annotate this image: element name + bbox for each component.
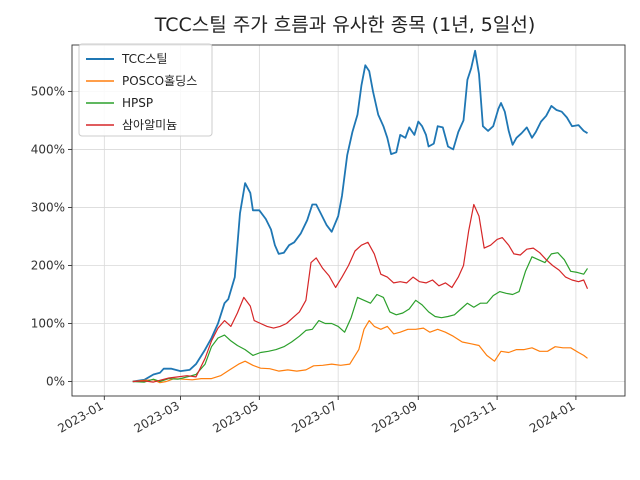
- x-tick-label: 2023-05: [210, 398, 260, 435]
- series-line-4: [132, 203, 589, 383]
- x-tick-label: 2023-03: [132, 398, 182, 435]
- series-line-3: [132, 252, 589, 383]
- y-tick-label: 300%: [31, 200, 65, 214]
- legend-label: TCC스틸: [121, 52, 167, 66]
- plot-area-frame: [71, 44, 626, 397]
- chart-title: TCC스틸 주가 흐름과 유사한 종목 (1년, 5일선): [154, 14, 536, 36]
- x-tick-label: 2023-07: [289, 398, 339, 435]
- series-line-1: [132, 49, 588, 383]
- x-tick-label: 2024-01: [527, 398, 577, 435]
- y-tick-label: 0%: [46, 374, 65, 388]
- legend: TCC스틸 POSCO홀딩스 HPSP 삼아알미늄: [78, 43, 213, 137]
- x-tick-label: 2023-11: [448, 398, 498, 435]
- legend-label: HPSP: [122, 96, 153, 110]
- y-tick-label: 400%: [31, 142, 65, 156]
- y-tick-label: 200%: [31, 258, 65, 272]
- y-tick-label: 100%: [31, 316, 65, 330]
- x-axis-ticks: 2023-01 2023-03 2023-05 2023-07 2023-09 2023-…: [55, 396, 577, 436]
- y-axis-ticks: 0% 100% 200% 300% 400% 500%: [31, 84, 72, 388]
- series-line-2: [132, 320, 588, 384]
- x-tick-label: 2023-09: [369, 398, 419, 435]
- x-tick-label: 2023-01: [55, 398, 105, 435]
- legend-box: [78, 43, 213, 137]
- y-tick-label: 500%: [31, 84, 65, 98]
- legend-label: 삼아알미늄: [122, 118, 177, 132]
- legend-label: POSCO홀딩스: [122, 74, 197, 88]
- series-lines: [132, 49, 589, 384]
